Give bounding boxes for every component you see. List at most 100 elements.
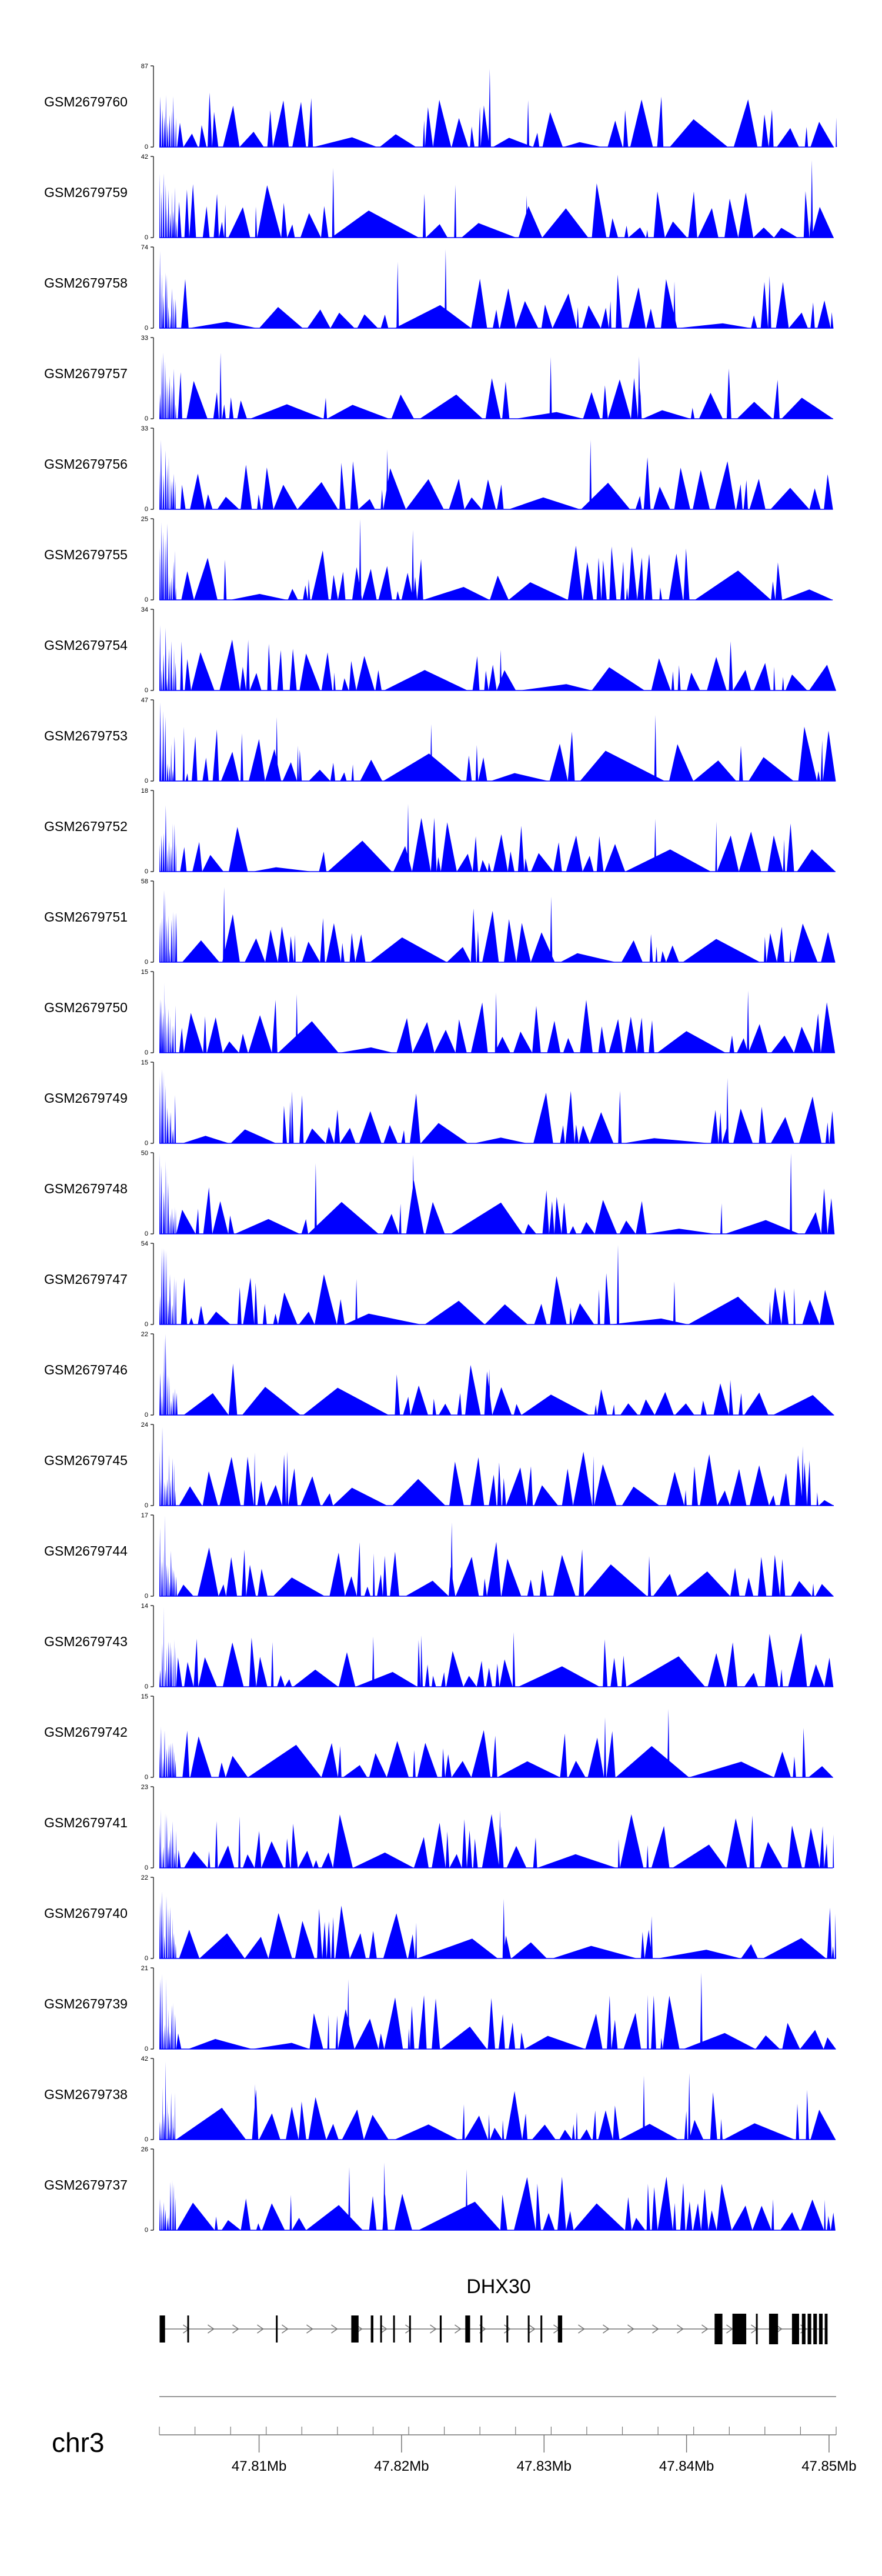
ymax-label: 15 (141, 1059, 148, 1066)
exon (439, 2315, 442, 2343)
coverage-area (159, 519, 833, 600)
ymin-label: 0 (145, 1140, 148, 1147)
track-GSM2679743: GSM2679743 14 0 (44, 1603, 834, 1690)
ymax-label: 54 (141, 1240, 148, 1247)
major-tick-label: 47.83Mb (517, 2458, 572, 2474)
track-label: GSM2679747 (44, 1272, 128, 1287)
ymin-label: 0 (145, 1864, 148, 1871)
coverage-area (159, 1516, 834, 1596)
exon (527, 2315, 530, 2343)
track-GSM2679742: GSM2679742 15 0 (44, 1693, 833, 1781)
ymax-label: 15 (141, 1693, 148, 1700)
track-label: GSM2679758 (44, 275, 128, 291)
ymax-label: 14 (141, 1603, 148, 1610)
coverage-area (159, 625, 836, 690)
ymin-label: 0 (145, 687, 148, 694)
track-GSM2679758: GSM2679758 74 0 (44, 244, 834, 332)
track-label: GSM2679738 (44, 2087, 128, 2102)
ymax-label: 74 (141, 244, 148, 251)
track-label: GSM2679751 (44, 909, 128, 925)
exon (732, 2314, 747, 2344)
ymin-label: 0 (145, 325, 148, 332)
ymin-label: 0 (145, 1230, 148, 1237)
exon (756, 2314, 758, 2344)
track-label: GSM2679753 (44, 728, 128, 743)
coverage-area (159, 1244, 834, 1324)
track-label: GSM2679743 (44, 1634, 128, 1649)
track-GSM2679750: GSM2679750 15 0 (44, 969, 836, 1056)
exon (801, 2314, 806, 2344)
track-GSM2679739: GSM2679739 21 0 (44, 1965, 836, 2053)
ymax-label: 42 (141, 154, 148, 161)
ymin-label: 0 (145, 234, 148, 241)
exon (409, 2315, 411, 2343)
track-GSM2679749: GSM2679749 15 0 (44, 1059, 835, 1147)
ymin-label: 0 (145, 868, 148, 875)
exon (276, 2315, 278, 2343)
track-label: GSM2679757 (44, 366, 128, 381)
track-label: GSM2679744 (44, 1543, 128, 1559)
major-tick-label: 47.84Mb (659, 2458, 714, 2474)
coverage-area (159, 249, 834, 328)
track-GSM2679751: GSM2679751 58 0 (44, 878, 836, 966)
coverage-area (159, 983, 836, 1053)
track-GSM2679740: GSM2679740 22 0 (44, 1874, 836, 1962)
ymax-label: 47 (141, 697, 148, 704)
gene-name: DHX30 (466, 2275, 531, 2298)
major-tick-label: 47.81Mb (232, 2458, 286, 2474)
ymax-label: 17 (141, 1512, 148, 1519)
exon (370, 2315, 373, 2343)
coverage-area (159, 702, 836, 781)
coverage-area (159, 1891, 836, 1958)
major-tick-label: 47.85Mb (801, 2458, 856, 2474)
exon (818, 2314, 823, 2344)
exon (791, 2314, 799, 2344)
exon (807, 2314, 811, 2344)
ymax-label: 58 (141, 878, 148, 885)
ymax-label: 22 (141, 1331, 148, 1338)
ymax-label: 25 (141, 516, 148, 523)
track-GSM2679760: GSM2679760 87 0 (44, 63, 837, 151)
ymin-label: 0 (145, 1502, 148, 1509)
track-label: GSM2679746 (44, 1362, 128, 1377)
ymax-label: 26 (141, 2146, 148, 2153)
coverage-area (159, 887, 836, 962)
track-label: GSM2679748 (44, 1181, 128, 1196)
ymin-label: 0 (145, 506, 148, 513)
coverage-area (159, 1153, 835, 1234)
ymax-label: 18 (141, 788, 148, 795)
coverage-area (159, 1334, 834, 1415)
track-GSM2679752: GSM2679752 18 0 (44, 788, 836, 875)
track-label: GSM2679741 (44, 1815, 128, 1830)
coverage-area (159, 1607, 834, 1687)
coverage-area (159, 1808, 834, 1868)
track-GSM2679744: GSM2679744 17 0 (44, 1512, 834, 1600)
track-label: GSM2679742 (44, 1724, 128, 1740)
exon (557, 2315, 563, 2343)
track-GSM2679741: GSM2679741 23 0 (44, 1784, 834, 1871)
track-label: GSM2679756 (44, 456, 128, 472)
ymax-label: 34 (141, 606, 148, 613)
track-GSM2679754: GSM2679754 34 0 (44, 606, 836, 694)
ymin-label: 0 (145, 1774, 148, 1781)
ymin-label: 0 (145, 2046, 148, 2053)
ymin-label: 0 (145, 778, 148, 785)
track-label: GSM2679740 (44, 1906, 128, 1921)
coverage-area (159, 2163, 836, 2230)
ymax-label: 23 (141, 1784, 148, 1791)
exon (465, 2315, 470, 2343)
chromosome-label: chr3 (52, 2427, 104, 2458)
track-GSM2679756: GSM2679756 33 0 (44, 425, 833, 513)
exon (769, 2314, 779, 2344)
ymin-label: 0 (145, 1321, 148, 1328)
ymax-label: 33 (141, 425, 148, 432)
ymax-label: 42 (141, 2056, 148, 2063)
track-label: GSM2679737 (44, 2177, 128, 2193)
track-label: GSM2679755 (44, 547, 128, 562)
track-label: GSM2679739 (44, 1996, 128, 2011)
ymax-label: 22 (141, 1874, 148, 1881)
exon (187, 2315, 189, 2343)
track-label: GSM2679752 (44, 819, 128, 834)
track-GSM2679759: GSM2679759 42 0 (44, 154, 834, 241)
